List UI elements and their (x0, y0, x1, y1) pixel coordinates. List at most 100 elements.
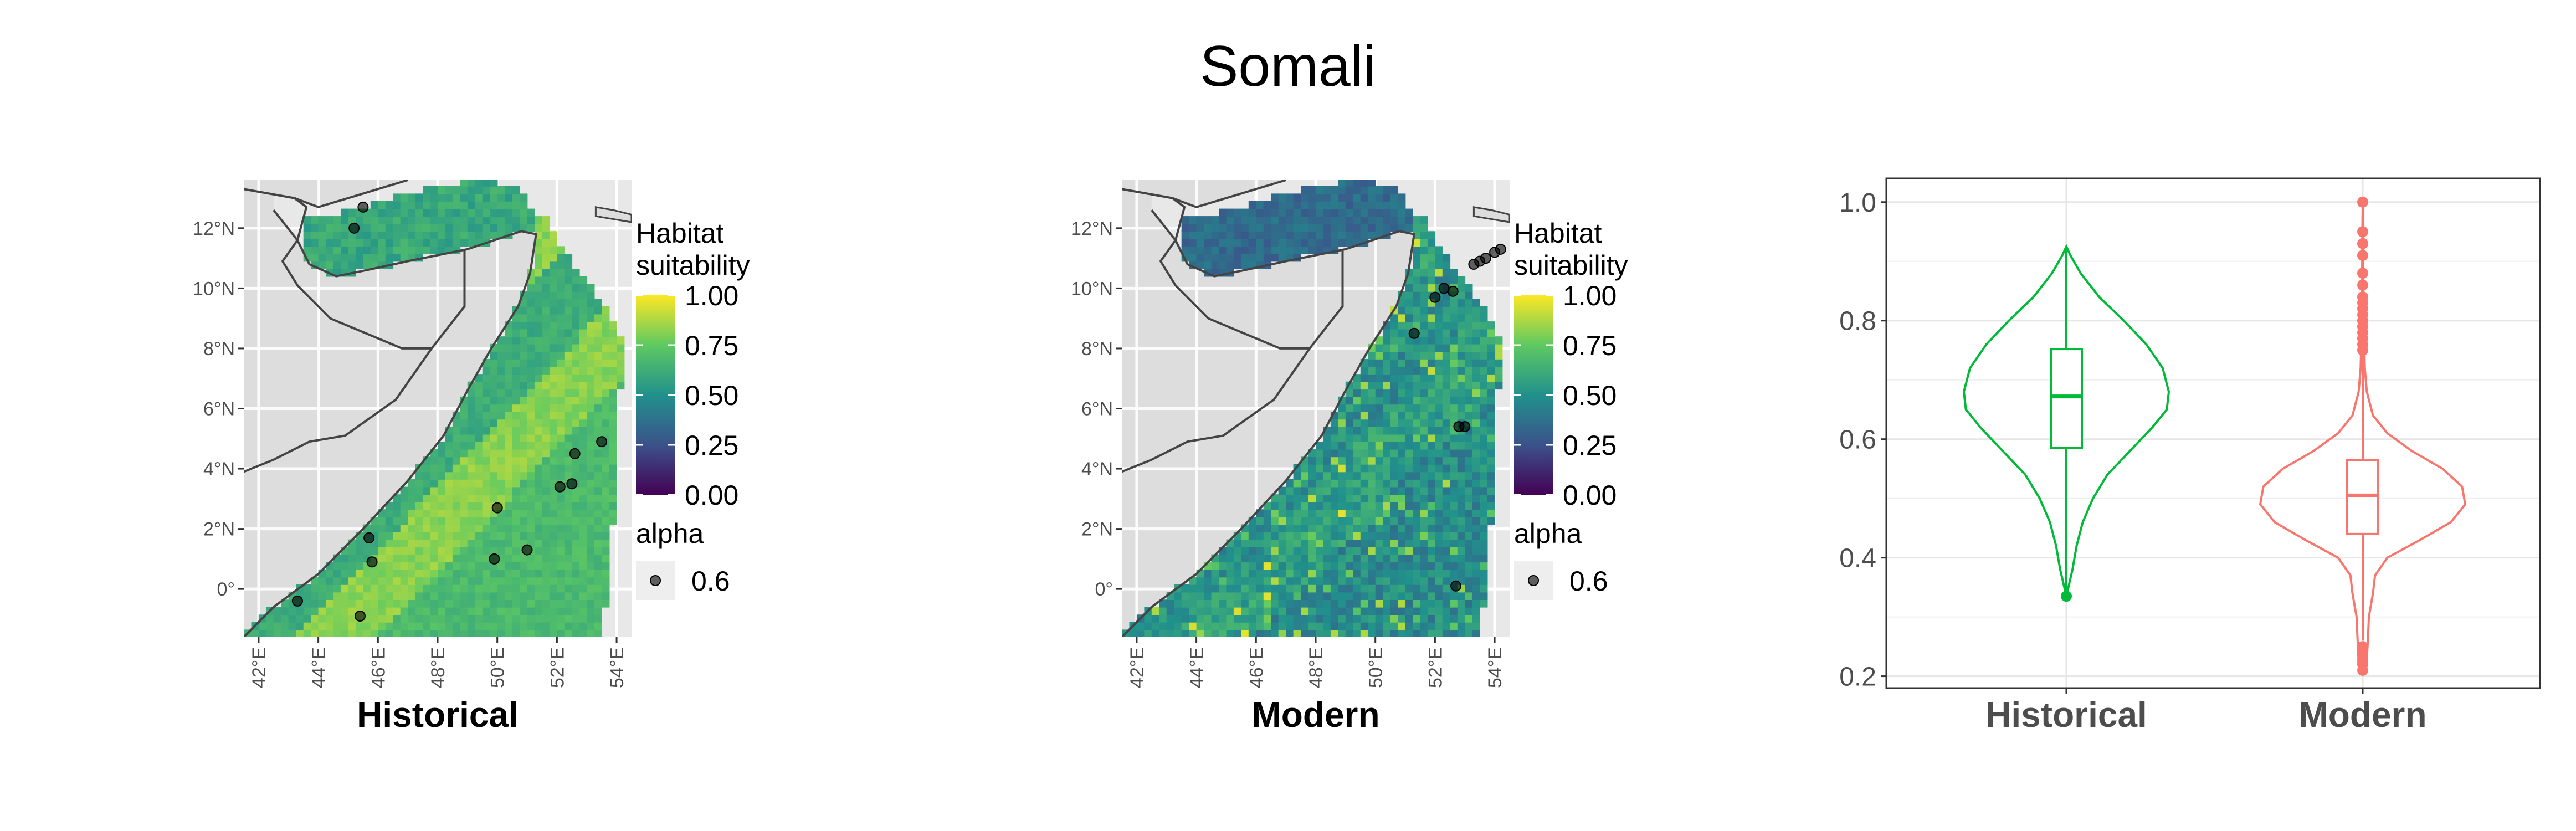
suitability-cell (1375, 554, 1383, 563)
suitability-cell (303, 246, 311, 254)
suitability-cell (1316, 539, 1324, 547)
suitability-cell (535, 374, 543, 382)
suitability-cell (400, 532, 408, 540)
suitability-cell (1405, 607, 1413, 615)
suitability-cell (1345, 389, 1354, 397)
suitability-cell (1338, 223, 1346, 232)
suitability-cell (430, 539, 438, 547)
suitability-cell (505, 532, 513, 540)
suitability-cell (609, 449, 617, 458)
suitability-cell (1211, 592, 1219, 600)
suitability-cell (1405, 442, 1413, 450)
suitability-cell (475, 208, 483, 217)
suitability-cell (564, 569, 573, 578)
suitability-cell (1413, 254, 1421, 262)
suitability-cell (1405, 486, 1413, 495)
suitability-cell (258, 629, 267, 637)
suitability-cell (527, 614, 535, 623)
suitability-cell (1413, 592, 1421, 600)
suitability-cell (1278, 509, 1286, 517)
suitability-cell (1398, 577, 1406, 585)
suitability-cell (1226, 238, 1234, 247)
violin-x-label: Historical (1985, 695, 2147, 735)
suitability-cell (1233, 208, 1242, 217)
suitability-cell (1256, 524, 1264, 532)
suitability-cell (393, 554, 401, 563)
suitability-cell (1480, 562, 1488, 570)
suitability-cell (564, 471, 573, 480)
suitability-cell (1368, 208, 1376, 217)
suitability-cell (1405, 284, 1413, 292)
suitability-cell (512, 494, 520, 502)
suitability-cell (326, 216, 334, 224)
suitability-cell (1338, 231, 1346, 239)
suitability-cell (475, 434, 483, 442)
suitability-cell (475, 381, 483, 390)
suitability-cell (572, 532, 580, 540)
suitability-cell (1405, 419, 1413, 427)
suitability-cell (564, 299, 573, 307)
suitability-cell (1375, 336, 1383, 345)
suitability-cell (1368, 599, 1376, 608)
suitability-cell (579, 471, 588, 480)
suitability-cell (490, 449, 498, 458)
suitability-cell (1472, 622, 1480, 630)
suitability-cell (445, 456, 453, 465)
suitability-cell (1427, 554, 1436, 563)
suitability-cell (1398, 456, 1406, 465)
suitability-cell (445, 607, 453, 615)
suitability-cell (1293, 629, 1301, 637)
suitability-cell (1472, 629, 1480, 637)
suitability-cell (512, 193, 520, 202)
suitability-cell (1413, 501, 1421, 510)
suitability-cell (1420, 269, 1428, 277)
suitability-cell (1360, 509, 1369, 517)
suitability-cell (1383, 343, 1391, 352)
suitability-cell (370, 208, 379, 217)
suitability-cell (1480, 329, 1488, 337)
suitability-cell (564, 547, 573, 555)
suitability-cell (445, 186, 453, 194)
suitability-cell (1427, 584, 1436, 593)
suitability-cell (1323, 434, 1331, 442)
suitability-cell (363, 216, 371, 224)
suitability-cell (564, 374, 573, 382)
suitability-cell (1233, 539, 1242, 547)
suitability-cell (564, 358, 573, 367)
suitability-cell (512, 404, 520, 412)
suitability-cell (1450, 374, 1458, 382)
suitability-cell (542, 238, 550, 247)
suitability-cell (1390, 562, 1398, 570)
suitability-cell (1435, 374, 1443, 382)
suitability-cell (490, 434, 498, 442)
suitability-cell (1450, 396, 1458, 405)
alpha-legend-value: 0.6 (1569, 566, 1608, 597)
suitability-cell (564, 351, 573, 360)
suitability-cell (438, 449, 446, 458)
suitability-cell (363, 629, 371, 637)
suitability-cell (1405, 509, 1413, 517)
suitability-cell (393, 569, 401, 578)
suitability-cell (303, 629, 311, 637)
suitability-cell (1413, 411, 1421, 420)
suitability-cell (497, 411, 505, 420)
suitability-cell (1405, 411, 1413, 420)
suitability-cell (527, 314, 535, 322)
suitability-cell (1345, 577, 1354, 585)
suitability-cell (1442, 516, 1451, 525)
suitability-cell (1345, 509, 1354, 517)
suitability-cell (1338, 554, 1346, 563)
suitability-cell (1435, 419, 1443, 427)
suitability-cell (1301, 539, 1309, 547)
suitability-cell (520, 486, 528, 495)
suitability-cell (1211, 562, 1219, 570)
suitability-cell (587, 562, 595, 570)
suitability-cell (512, 599, 520, 608)
suitability-cell (482, 208, 491, 217)
suitability-cell (452, 622, 461, 630)
suitability-cell (1151, 614, 1160, 623)
suitability-cell (467, 216, 476, 224)
suitability-cell (1301, 569, 1309, 578)
suitability-cell (1293, 524, 1301, 532)
coastline (1122, 209, 1415, 637)
